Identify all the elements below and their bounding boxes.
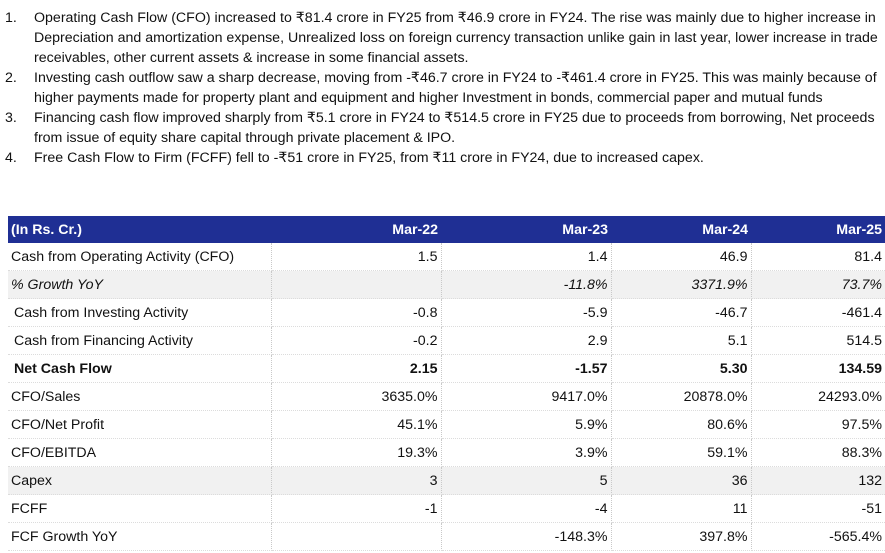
column-header-mar-22: Mar-22: [271, 216, 441, 243]
cell-value: 2.15: [271, 354, 442, 383]
cell-value: 45.1%: [271, 410, 442, 439]
cell-value: -1: [271, 494, 442, 523]
item-text: Investing cash outflow saw a sharp decre…: [34, 70, 877, 106]
cell-value: 1.5: [271, 243, 442, 271]
row-label: Capex: [8, 466, 272, 495]
row-label: CFO/EBITDA: [8, 438, 272, 467]
table-row: CFO/EBITDA 19.3% 3.9% 59.1% 88.3%: [8, 438, 885, 467]
table-header-row: (In Rs. Cr.) Mar-22 Mar-23 Mar-24 Mar-25: [8, 216, 885, 243]
cell-value: 3371.9%: [611, 270, 752, 299]
cash-flow-table: (In Rs. Cr.) Mar-22 Mar-23 Mar-24 Mar-25…: [8, 216, 885, 551]
row-label: Cash from Operating Activity (CFO): [8, 243, 272, 271]
cell-value: 20878.0%: [611, 382, 752, 411]
cell-value: 80.6%: [611, 410, 752, 439]
row-label: FCFF: [8, 494, 272, 523]
cell-value: -4: [441, 494, 612, 523]
commentary-item: 1. Operating Cash Flow (CFO) increased t…: [0, 8, 885, 68]
item-text: Financing cash flow improved sharply fro…: [34, 110, 875, 146]
cell-value: 9417.0%: [441, 382, 612, 411]
table-row: Capex 3 5 36 132: [8, 466, 885, 495]
item-number: 2.: [5, 70, 17, 86]
column-header-mar-24: Mar-24: [611, 216, 751, 243]
cell-value: 5.1: [611, 326, 752, 355]
column-header-mar-25: Mar-25: [751, 216, 885, 243]
cell-value: -1.57: [441, 354, 612, 383]
cell-value: -0.2: [271, 326, 442, 355]
cell-value: 3.9%: [441, 438, 612, 467]
row-label: FCF Growth YoY: [8, 522, 272, 551]
cell-value: 514.5: [751, 326, 885, 355]
cell-value: 397.8%: [611, 522, 752, 551]
cell-value: -461.4: [751, 298, 885, 327]
commentary-item: 4. Free Cash Flow to Firm (FCFF) fell to…: [0, 148, 885, 168]
table-row: CFO/Sales 3635.0% 9417.0% 20878.0% 24293…: [8, 382, 885, 411]
table-row: Net Cash Flow 2.15 -1.57 5.30 134.59: [8, 354, 885, 383]
cell-value: 36: [611, 466, 752, 495]
cell-value: 24293.0%: [751, 382, 885, 411]
table-row: Cash from Financing Activity -0.2 2.9 5.…: [8, 326, 885, 355]
table-row: Cash from Investing Activity -0.8 -5.9 -…: [8, 298, 885, 327]
table-row: Cash from Operating Activity (CFO) 1.5 1…: [8, 243, 885, 271]
cell-value: 132: [751, 466, 885, 495]
cell-value: 19.3%: [271, 438, 442, 467]
table-row: % Growth YoY -11.8% 3371.9% 73.7%: [8, 270, 885, 299]
cell-value: 1.4: [441, 243, 612, 271]
item-number: 1.: [5, 10, 17, 26]
cell-value: -11.8%: [441, 270, 612, 299]
column-header-mar-23: Mar-23: [441, 216, 611, 243]
cell-value: 97.5%: [751, 410, 885, 439]
item-text: Free Cash Flow to Firm (FCFF) fell to -₹…: [34, 150, 704, 166]
cell-value: -0.8: [271, 298, 442, 327]
item-number: 3.: [5, 110, 17, 126]
row-label: CFO/Net Profit: [8, 410, 272, 439]
cell-value: 81.4: [751, 243, 885, 271]
cell-value: 88.3%: [751, 438, 885, 467]
cell-value: -51: [751, 494, 885, 523]
row-label: Cash from Financing Activity: [8, 326, 272, 355]
cell-value: -148.3%: [441, 522, 612, 551]
cell-value: 5.9%: [441, 410, 612, 439]
row-label: % Growth YoY: [8, 270, 272, 299]
row-label: Cash from Investing Activity: [8, 298, 272, 327]
cell-value: 5: [441, 466, 612, 495]
cell-value: 59.1%: [611, 438, 752, 467]
commentary-item: 2. Investing cash outflow saw a sharp de…: [0, 68, 885, 108]
cell-value: -46.7: [611, 298, 752, 327]
cell-value: 5.30: [611, 354, 752, 383]
cell-value: 46.9: [611, 243, 752, 271]
item-text: Operating Cash Flow (CFO) increased to ₹…: [34, 10, 878, 66]
row-label: Net Cash Flow: [8, 354, 272, 383]
commentary-list: 1. Operating Cash Flow (CFO) increased t…: [0, 8, 885, 168]
cell-value: 2.9: [441, 326, 612, 355]
cell-value: [271, 522, 442, 551]
cell-value: -5.9: [441, 298, 612, 327]
cell-value: 134.59: [751, 354, 885, 383]
units-header: (In Rs. Cr.): [8, 216, 271, 243]
cell-value: [271, 270, 442, 299]
commentary-item: 3. Financing cash flow improved sharply …: [0, 108, 885, 148]
table-row: FCF Growth YoY -148.3% 397.8% -565.4%: [8, 522, 885, 551]
cell-value: 3635.0%: [271, 382, 442, 411]
cell-value: -565.4%: [751, 522, 885, 551]
row-label: CFO/Sales: [8, 382, 272, 411]
table-row: CFO/Net Profit 45.1% 5.9% 80.6% 97.5%: [8, 410, 885, 439]
cell-value: 3: [271, 466, 442, 495]
cell-value: 73.7%: [751, 270, 885, 299]
table-row: FCFF -1 -4 11 -51: [8, 494, 885, 523]
cell-value: 11: [611, 494, 752, 523]
item-number: 4.: [5, 150, 17, 166]
